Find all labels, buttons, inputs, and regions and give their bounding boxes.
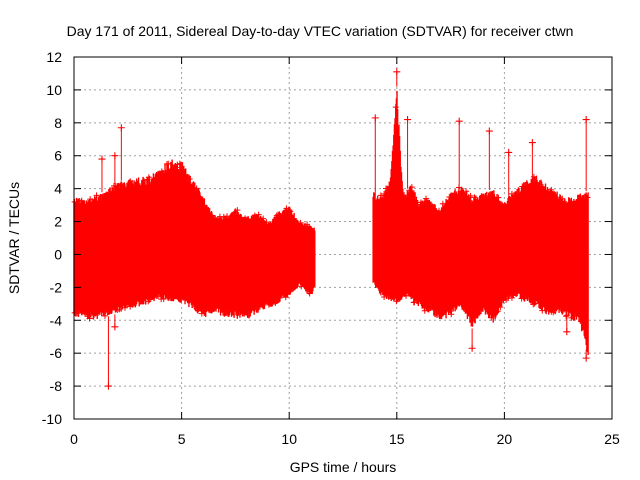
y-tick-label: 8 [54,115,62,131]
y-tick-labels: -10 -8 -6 -4 -2 0 2 4 6 8 10 12 [42,49,62,427]
data-point [448,311,455,318]
x-axis-label: GPS time / hours [290,459,397,475]
data-point [234,207,241,214]
x-tick-label: 15 [389,431,405,447]
data-point [263,219,270,226]
data-point [403,292,410,299]
y-tick-label: 0 [54,246,62,262]
data-point [508,294,515,301]
data-series-sdtvar [71,68,591,390]
y-tick-label: -2 [50,279,63,295]
x-tick-label: 25 [604,431,620,447]
chart-title: Day 171 of 2011, Sidereal Day-to-day VTE… [67,23,574,39]
x-tick-label: 10 [281,431,297,447]
data-point [495,194,502,201]
y-tick-label: -6 [50,345,63,361]
y-tick-label: -8 [50,378,63,394]
data-point [255,211,262,218]
data-point [260,215,267,222]
data-point [74,310,81,317]
x-tick-labels: 0 5 10 15 20 25 [70,431,620,447]
data-point [559,195,566,202]
y-tick-label: 10 [46,82,62,98]
y-tick-label: -4 [50,312,63,328]
plot-border [73,56,613,420]
data-point [101,312,108,319]
y-tick-label: 12 [46,49,62,65]
y-tick-label: 4 [54,181,62,197]
data-point [193,185,200,192]
data-point [93,192,100,199]
x-tick-label: 5 [178,431,186,447]
data-point [122,304,129,311]
segment-2 [371,68,591,362]
data-point [272,299,279,306]
y-tick-label: 6 [54,148,62,164]
x-tick-label: 0 [70,431,78,447]
axis-ticks [73,56,613,420]
data-point [531,300,538,307]
y-tick-label: -10 [42,411,62,427]
x-tick-label: 20 [497,431,513,447]
y-tick-label: 2 [54,214,62,230]
data-point [393,298,400,305]
y-axis-label: SDTVAR / TECUs [6,182,22,294]
data-point [86,315,93,322]
data-point [160,296,167,303]
data-point [158,168,165,175]
segment-1 [71,124,316,390]
data-point [467,192,474,199]
data-point [408,184,415,191]
